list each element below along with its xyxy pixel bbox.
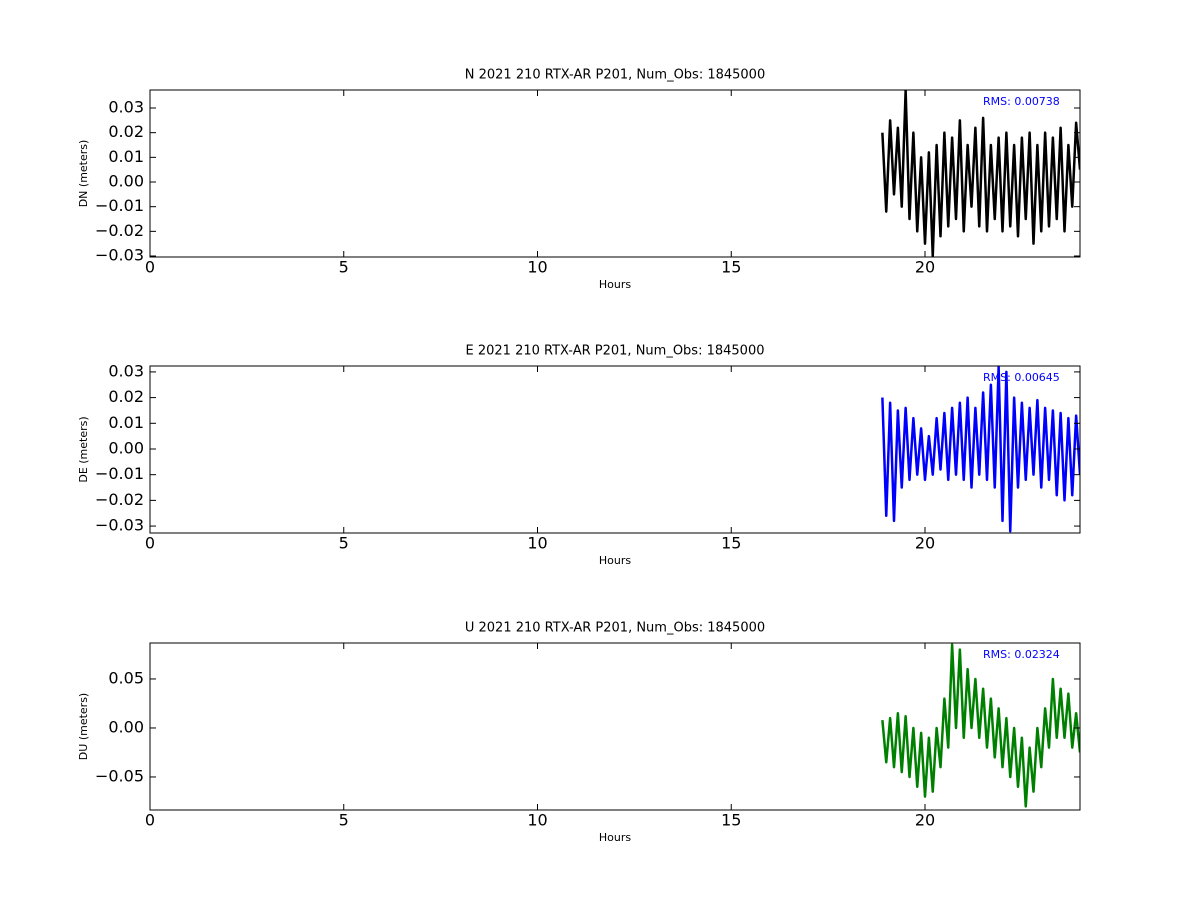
axes-frame: [149, 642, 1081, 811]
axes-frame: [149, 365, 1081, 534]
y-tick-label: 0.00: [108, 717, 144, 736]
x-tick-label: 15: [721, 534, 741, 553]
rms-annotation: RMS: 0.00645: [983, 371, 1060, 384]
x-tick-label: 15: [721, 811, 741, 830]
y-tick-label: −0.02: [95, 221, 144, 240]
axes-frame: [149, 89, 1081, 258]
y-tick-label: 0.03: [108, 361, 144, 380]
x-tick-label: 0: [145, 258, 155, 277]
x-tick-label: 10: [527, 258, 547, 277]
subplot-title: U 2021 210 RTX-AR P201, Num_Obs: 1845000: [465, 621, 765, 636]
y-tick-label: −0.03: [95, 246, 144, 265]
subplot-title: N 2021 210 RTX-AR P201, Num_Obs: 1845000: [465, 68, 765, 83]
x-axis-label: Hours: [599, 554, 631, 567]
x-tick-label: 20: [915, 811, 935, 830]
x-tick-label: 10: [527, 534, 547, 553]
x-tick-label: 0: [145, 534, 155, 553]
y-tick-label: −0.05: [95, 766, 144, 785]
y-tick-label: 0.01: [108, 147, 144, 166]
x-axis-label: Hours: [599, 831, 631, 844]
subplot-title: E 2021 210 RTX-AR P201, Num_Obs: 1845000: [466, 344, 765, 359]
y-tick-label: 0.00: [108, 438, 144, 457]
y-tick-label: 0.03: [108, 98, 144, 117]
x-axis-label: Hours: [599, 278, 631, 291]
y-axis-label: DE (meters): [77, 416, 90, 482]
y-tick-label: −0.01: [95, 196, 144, 215]
y-tick-label: −0.02: [95, 490, 144, 509]
y-axis-label: DU (meters): [77, 693, 90, 760]
y-tick-label: 0.01: [108, 413, 144, 432]
data-line: [881, 90, 1080, 257]
y-tick-label: −0.01: [95, 464, 144, 483]
x-tick-label: 20: [915, 534, 935, 553]
y-axis-label: DN (meters): [77, 140, 90, 208]
y-tick-label: 0.02: [108, 122, 144, 141]
y-tick-label: 0.02: [108, 387, 144, 406]
y-tick-label: 0.05: [108, 668, 144, 687]
x-tick-label: 15: [721, 258, 741, 277]
x-tick-label: 20: [915, 258, 935, 277]
x-tick-label: 10: [527, 811, 547, 830]
data-line: [881, 366, 1080, 533]
x-tick-label: 0: [145, 811, 155, 830]
x-tick-label: 5: [339, 811, 349, 830]
y-tick-label: −0.03: [95, 516, 144, 535]
y-tick-label: 0.00: [108, 172, 144, 191]
x-tick-label: 5: [339, 258, 349, 277]
data-line: [881, 643, 1080, 808]
rms-annotation: RMS: 0.00738: [983, 95, 1060, 108]
rms-annotation: RMS: 0.02324: [983, 648, 1060, 661]
x-tick-label: 5: [339, 534, 349, 553]
